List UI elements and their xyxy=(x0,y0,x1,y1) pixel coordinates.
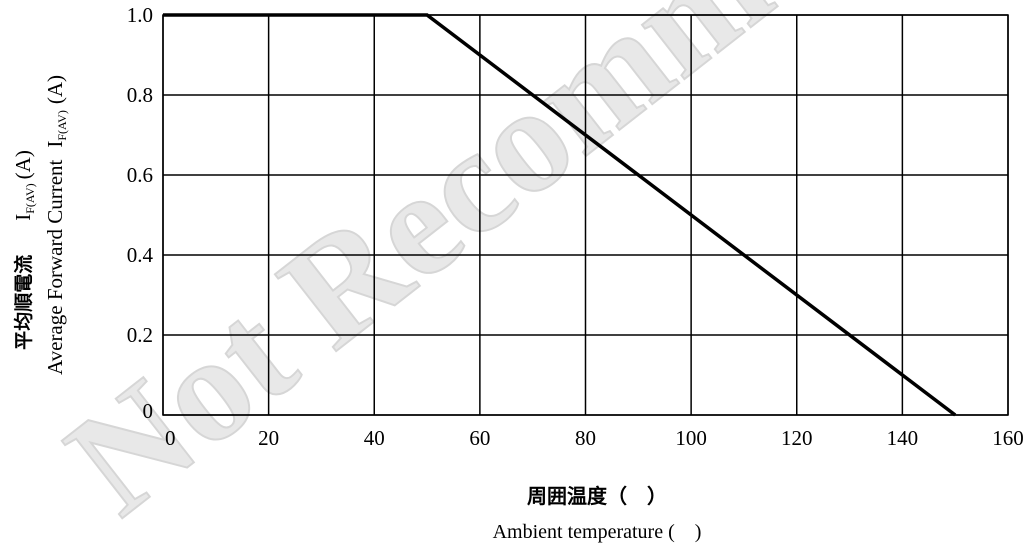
svg-text:平均順電流 IF(AV)(A): 平均順電流 IF(AV)(A) xyxy=(11,150,37,350)
x-tick-label: 120 xyxy=(781,426,813,450)
x-axis-label-jp: 周囲温度（ ） xyxy=(527,484,667,508)
y-axis-label-en: Average Forward Current IF(AV)(A) xyxy=(43,75,69,375)
x-axis-label-en: Ambient temperature ( ) xyxy=(492,521,702,543)
watermark-text: Not Recommended xyxy=(38,0,1034,546)
x-tick-label: 20 xyxy=(258,426,279,450)
y-tick-label: 0.4 xyxy=(127,243,154,267)
y-tick-label: 0.8 xyxy=(127,83,153,107)
x-tick-label: 160 xyxy=(992,426,1024,450)
derating-curve xyxy=(163,13,957,417)
x-tick-label: 0 xyxy=(165,426,176,450)
svg-text:Average Forward Current: Average Forward Current IF(AV)(A) xyxy=(43,75,69,375)
x-tick-label: 40 xyxy=(364,426,385,450)
plot-frame xyxy=(162,14,1009,416)
x-tick-label: 80 xyxy=(575,426,596,450)
x-tick-label: 100 xyxy=(675,426,707,450)
y-label-jp-text: 平均順電流 xyxy=(12,255,35,350)
y-tick-label: 0 xyxy=(143,399,154,423)
y-tick-label: 0.2 xyxy=(127,323,153,347)
y-label-en-text: Average Forward Current xyxy=(43,159,67,375)
y-tick-label: 0.6 xyxy=(127,163,153,187)
y-axis-label-jp: 平均順電流 IF(AV)(A) xyxy=(11,150,37,350)
x-tick-label: 60 xyxy=(469,426,490,450)
tick-labels: 0 20 40 60 80 100 120 140 160 0 0.2 0.4 0.6 0.8 1.0 xyxy=(127,3,1024,450)
series-group xyxy=(163,13,957,417)
x-tick-label: 140 xyxy=(887,426,919,450)
y-tick-label: 1.0 xyxy=(127,3,153,27)
